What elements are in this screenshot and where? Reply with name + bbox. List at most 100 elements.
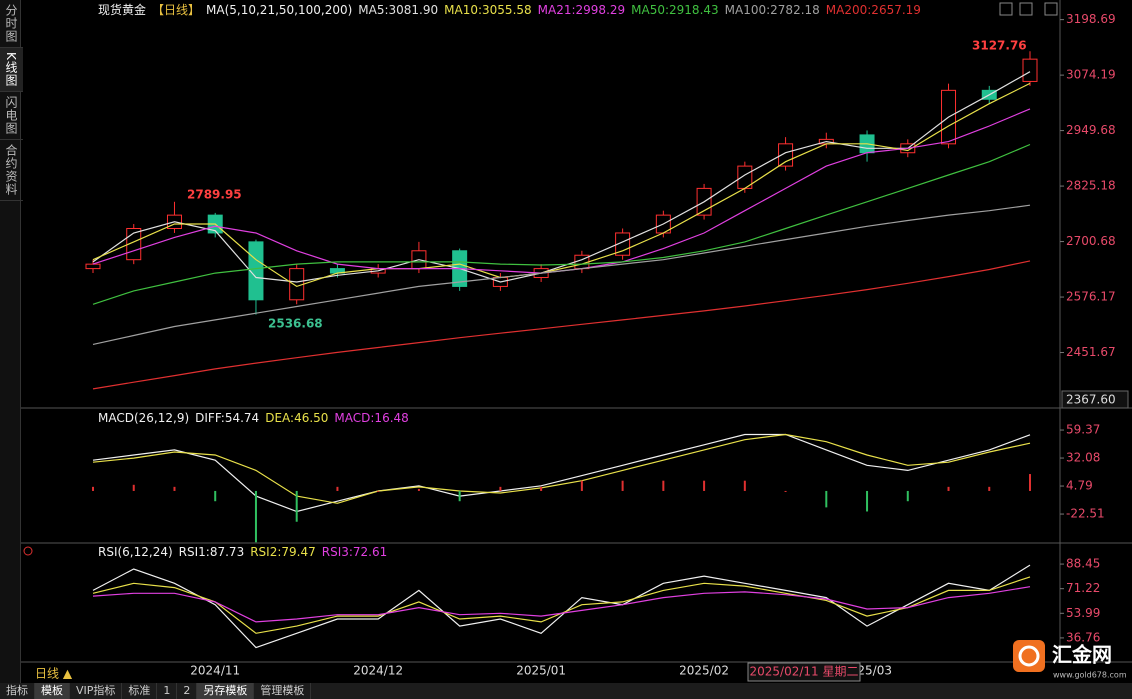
- chart: 2367.60 3127.76 2789.95 2536.68 日线 ▲ 汇金网…: [21, 0, 1132, 682]
- side-tab[interactable]: K线图: [0, 48, 23, 92]
- window-icon[interactable]: [999, 2, 1013, 16]
- tab[interactable]: 模板: [35, 683, 70, 699]
- sidebar: 分时图 K线图 闪电图 合约资料: [0, 0, 23, 699]
- histogram-bar: [458, 490, 461, 502]
- crosshair-box: [747, 662, 861, 682]
- series-line: [92, 260, 1031, 390]
- series-line: [92, 564, 1031, 649]
- histogram-bar: [295, 490, 298, 522]
- legend-entry: DEA:46.50: [265, 411, 328, 425]
- y-tick-label: 3198.69: [1066, 12, 1116, 26]
- tab[interactable]: VIP指标: [70, 683, 123, 699]
- logo-icon: [1018, 645, 1040, 667]
- y-tick-label: 2451.67: [1066, 345, 1116, 359]
- histogram-bar: [825, 490, 828, 508]
- tab[interactable]: 另存模板: [197, 683, 255, 699]
- tab[interactable]: 指标: [0, 683, 35, 699]
- histogram-bar: [662, 480, 665, 491]
- legend: MACD(26,12,9) DIFF:54.74 DEA:46.50 MACD:16.…: [98, 411, 409, 425]
- legend-period: 【日线】: [152, 3, 200, 17]
- high-annotation: 2789.95: [187, 188, 242, 202]
- histogram-bar: [377, 490, 380, 492]
- logo-url: www.gold678.com: [1053, 671, 1127, 680]
- legend-title: MACD(26,12,9): [98, 411, 189, 425]
- axis-box: [1061, 390, 1129, 409]
- candle-body: [1022, 58, 1038, 82]
- y-tick-label: -22.51: [1066, 507, 1105, 521]
- crosshair-date: 2025/02/11 星期二: [750, 665, 859, 679]
- legend-title: RSI(6,12,24): [98, 545, 173, 559]
- histogram-bar: [743, 480, 746, 491]
- tab[interactable]: 1: [157, 683, 178, 699]
- y-tick-label: 53.99: [1066, 606, 1100, 620]
- y-tick-label: 2949.68: [1066, 123, 1116, 137]
- histogram-bar: [173, 486, 176, 491]
- histogram-bar: [988, 486, 991, 491]
- histogram-bar: [1029, 474, 1031, 491]
- legend-entry: MA5:3081.90: [358, 3, 438, 17]
- histogram-bar: [703, 480, 706, 491]
- series-line: [92, 82, 1031, 288]
- x-tick-label: 2024/12: [353, 664, 403, 678]
- logo-name: 汇金网: [1052, 643, 1112, 667]
- legend-entry: MA200:2657.19: [826, 3, 921, 17]
- tab[interactable]: 2: [177, 683, 198, 699]
- x-tick-label: 2025/02: [679, 664, 729, 678]
- y-tick-label: 2700.68: [1066, 234, 1116, 248]
- low-annotation: 2536.68: [268, 317, 323, 331]
- series-line: [92, 143, 1031, 305]
- legend-entry: MACD:16.48: [334, 411, 408, 425]
- histogram-bar: [947, 486, 950, 491]
- legend-entry: RSI3:72.61: [322, 545, 388, 559]
- window-icon[interactable]: [1044, 2, 1058, 16]
- tab[interactable]: 标准: [122, 683, 158, 699]
- legend-entry: MA100:2782.18: [725, 3, 820, 17]
- side-tab[interactable]: 分时图: [0, 0, 23, 48]
- y-tick-label: 2576.17: [1066, 290, 1116, 304]
- series-line: [92, 433, 1031, 504]
- side-tab[interactable]: 合约资料: [0, 140, 23, 201]
- histogram-bar: [866, 490, 869, 512]
- series-line: [92, 586, 1031, 623]
- high-annotation: 3127.76: [972, 39, 1027, 53]
- y-tick-label: 32.08: [1066, 451, 1100, 465]
- tab[interactable]: 管理模板: [254, 683, 312, 699]
- histogram-bar: [132, 484, 135, 491]
- y-tick-label: 59.37: [1066, 423, 1100, 437]
- legend-indicator: MA(5,10,21,50,100,200): [206, 3, 352, 17]
- legend-entry: MA50:2918.43: [631, 3, 719, 17]
- legend-entry: RSI2:79.47: [250, 545, 316, 559]
- y-tick-label: 4.79: [1066, 479, 1093, 493]
- candle-body: [248, 241, 264, 301]
- side-tab[interactable]: 闪电图: [0, 92, 23, 140]
- y-tick-label: 88.45: [1066, 557, 1100, 571]
- legend-entry: RSI1:87.73: [179, 545, 245, 559]
- histogram-bar: [417, 488, 420, 491]
- legend-entry: MA10:3055.58: [444, 3, 532, 17]
- tab-bar: 指标 模板 VIP指标 标准 1 2 另存模板 管理模板: [0, 683, 1132, 699]
- axis-bottom-label: 2367.60: [1066, 393, 1116, 407]
- series-line: [92, 204, 1031, 345]
- y-tick-label: 3074.19: [1066, 68, 1116, 82]
- histogram-bar: [784, 490, 787, 492]
- legend-entry: DIFF:54.74: [195, 411, 259, 425]
- legend-title: 现货黄金: [98, 2, 146, 17]
- histogram-bar: [499, 486, 502, 491]
- histogram-bar: [214, 490, 217, 502]
- histogram-bar: [580, 480, 583, 491]
- legend-entry: MA21:2998.29: [538, 3, 626, 17]
- histogram-bar: [92, 486, 94, 491]
- series-line: [92, 71, 1031, 283]
- histogram-bar: [540, 486, 543, 491]
- legend: 现货黄金 【日线】 MA(5,10,21,50,100,200) MA5:3081.9…: [98, 2, 921, 17]
- legend: RSI(6,12,24) RSI1:87.73 RSI2:79.47 RSI3:72.…: [98, 545, 387, 559]
- window-icon[interactable]: [1019, 2, 1033, 16]
- histogram-bar: [906, 490, 909, 502]
- histogram-bar: [621, 480, 624, 491]
- settings-icon[interactable]: [23, 546, 33, 556]
- y-tick-label: 36.76: [1066, 630, 1100, 644]
- x-tick-label: 2025/01: [516, 664, 566, 678]
- period-label[interactable]: 日线 ▲: [35, 667, 73, 681]
- x-tick-label: 2024/11: [190, 664, 240, 678]
